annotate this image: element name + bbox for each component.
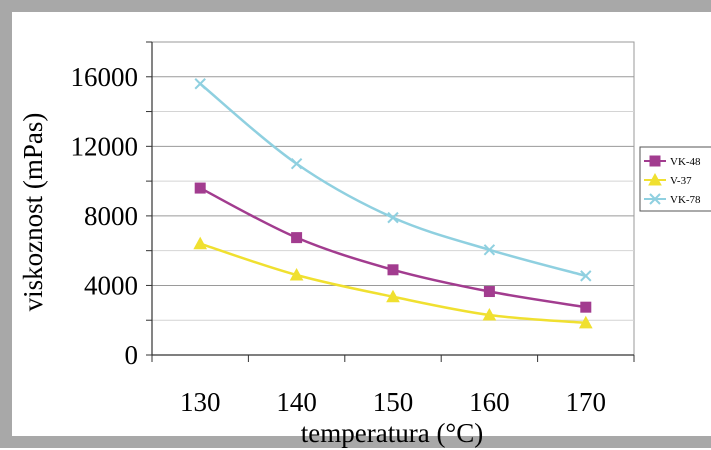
data-point-v-37 (386, 289, 400, 303)
data-point-vk-78 (194, 78, 206, 90)
data-point-v-37 (193, 236, 208, 250)
plot-box (151, 41, 635, 356)
legend-marker (649, 155, 661, 167)
x-marker-stroke (387, 211, 399, 224)
data-point-vk-48 (387, 264, 399, 276)
data-point-vk-78 (290, 158, 303, 170)
x-tick-label: 130 (180, 387, 221, 417)
data-point-vk-48 (580, 301, 592, 313)
x-tick-label: 160 (469, 387, 510, 417)
plot-area: 0 4000 8000 12000 16000 130 140 150 160 170 (71, 41, 635, 417)
data-point-v-37 (578, 315, 593, 329)
x-tick-label: 140 (276, 387, 317, 417)
x-marker-stroke (580, 270, 592, 282)
x-marker-stroke (649, 193, 661, 205)
data-point-vk-78 (387, 211, 399, 224)
data-point-vk-78 (580, 270, 592, 282)
legend-marker (649, 193, 661, 205)
legend-label: VK-48 (670, 156, 701, 168)
y-axis-label: viskoznost (mPas) (18, 113, 48, 312)
legend-label: VK-78 (670, 194, 701, 206)
legend: VK-48 V-37 VK-78 (639, 146, 711, 212)
x-axis-label: temperatura (°C) (301, 418, 483, 448)
x-tick-label: 170 (566, 387, 607, 417)
x-tick-label: 150 (373, 387, 414, 417)
data-point-vk-78 (483, 244, 496, 256)
data-point-vk-48 (194, 182, 206, 194)
y-tick-label: 12000 (71, 131, 139, 161)
legend-marker (648, 172, 662, 186)
x-marker-stroke (483, 244, 496, 256)
y-tick-label: 16000 (71, 62, 139, 92)
legend-label: V-37 (670, 175, 692, 187)
data-point-vk-48 (483, 286, 495, 298)
y-tick-label: 0 (125, 340, 139, 370)
x-marker-stroke (290, 158, 303, 170)
y-tick-label: 8000 (84, 201, 138, 231)
data-point-v-37 (482, 307, 497, 321)
y-tick-label: 4000 (84, 270, 138, 300)
data-point-vk-48 (291, 232, 303, 244)
data-point-v-37 (289, 267, 304, 281)
x-marker-stroke (194, 78, 206, 90)
